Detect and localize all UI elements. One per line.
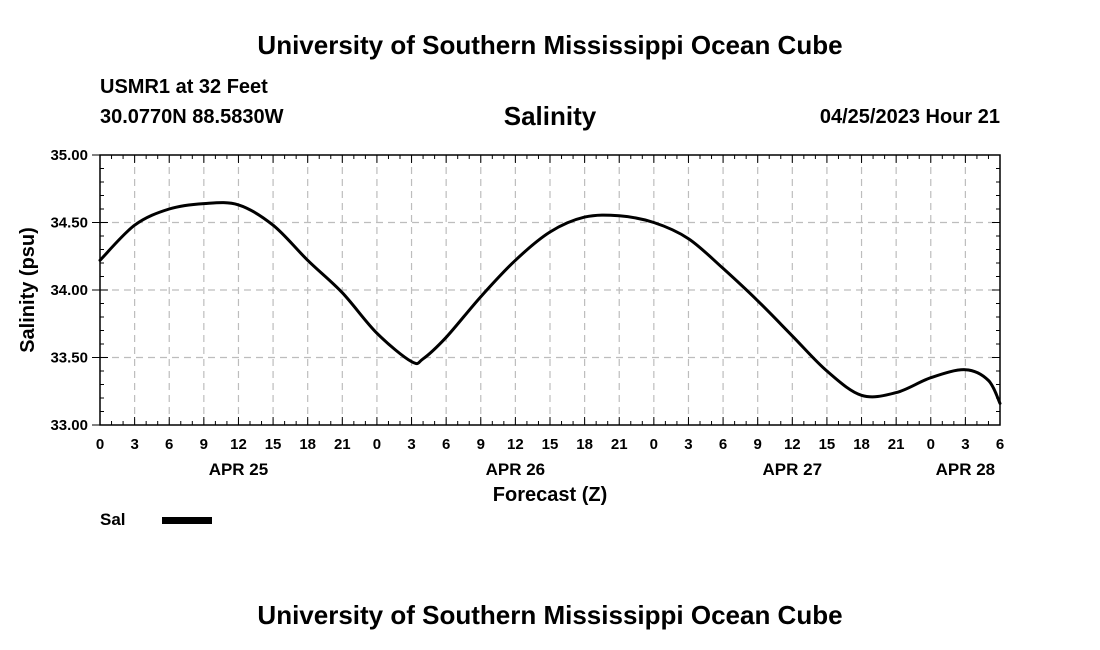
salinity-chart: 0 3 6 9 12 15 18 21 0 3 6 9 12 15 18 21 0 3 6 9 12 15 18 21 0 3 6 3… <box>17 147 1004 529</box>
x-tick-label: 3 <box>684 436 692 453</box>
legend-swatch-sal <box>162 517 212 524</box>
y-tick-label: 34.00 <box>50 282 88 299</box>
x-tick-label: 21 <box>611 436 628 453</box>
x-tick-label: 18 <box>853 436 870 453</box>
x-tick-label: 15 <box>819 436 836 453</box>
date-label: 04/25/2023 Hour 21 <box>819 106 1000 128</box>
grid <box>100 155 1000 425</box>
x-tick-label: 3 <box>961 436 969 453</box>
x-tick-label: 12 <box>507 436 524 453</box>
x-tick-label: 3 <box>407 436 415 453</box>
x-tick-label: 18 <box>576 436 593 453</box>
y-tick-label: 33.00 <box>50 417 88 434</box>
plot-frame <box>99 154 1001 426</box>
station-label: USMR1 at 32 Feet <box>100 76 268 98</box>
x-tick-label: 12 <box>230 436 247 453</box>
x-tick-label: 0 <box>927 436 935 453</box>
x-tick-label: 6 <box>719 436 727 453</box>
date-label: APR 26 <box>486 460 546 479</box>
x-axis-label: Forecast (Z) <box>493 484 607 506</box>
x-tick-label: 9 <box>754 436 762 453</box>
x-tick-label: 6 <box>996 436 1004 453</box>
legend: Sal <box>100 510 212 529</box>
x-tick-label: 15 <box>542 436 559 453</box>
x-tick-label: 15 <box>265 436 282 453</box>
x-tick-label: 0 <box>96 436 104 453</box>
chart-title: Salinity <box>503 101 597 131</box>
legend-label-sal: Sal <box>100 510 126 529</box>
x-tick-label: 0 <box>373 436 381 453</box>
x-tick-label: 21 <box>334 436 351 453</box>
x-tick-label: 6 <box>442 436 450 453</box>
x-tick-label: 0 <box>650 436 658 453</box>
series-line-sal <box>98 201 1002 405</box>
y-axis-label: Salinity (psu) <box>17 227 39 353</box>
x-tick-label: 6 <box>165 436 173 453</box>
y-tick-label: 34.50 <box>50 215 88 232</box>
date-label: APR 27 <box>763 460 823 479</box>
footer-title: University of Southern Mississippi Ocean… <box>257 600 843 630</box>
x-tick-label: 3 <box>130 436 138 453</box>
page-title: University of Southern Mississippi Ocean… <box>257 30 843 60</box>
x-tick-label: 12 <box>784 436 801 453</box>
axis-labels: 0 3 6 9 12 15 18 21 0 3 6 9 12 15 18 21 0 3 6 9 12 15 18 21 0 3 6 3… <box>50 147 1004 479</box>
x-tick-label: 18 <box>299 436 316 453</box>
x-tick-label: 9 <box>477 436 485 453</box>
x-tick-label: 9 <box>200 436 208 453</box>
date-label: APR 25 <box>209 460 269 479</box>
y-tick-label: 33.50 <box>50 350 88 367</box>
coordinates-label: 30.0770N 88.5830W <box>100 106 284 128</box>
y-tick-label: 35.00 <box>50 147 88 164</box>
date-label: APR 28 <box>936 460 996 479</box>
x-tick-label: 21 <box>888 436 905 453</box>
